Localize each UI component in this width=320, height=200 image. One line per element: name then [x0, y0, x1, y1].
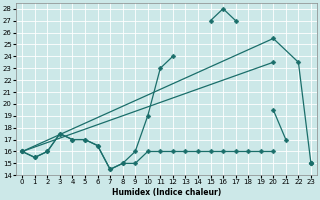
X-axis label: Humidex (Indice chaleur): Humidex (Indice chaleur) — [112, 188, 221, 197]
